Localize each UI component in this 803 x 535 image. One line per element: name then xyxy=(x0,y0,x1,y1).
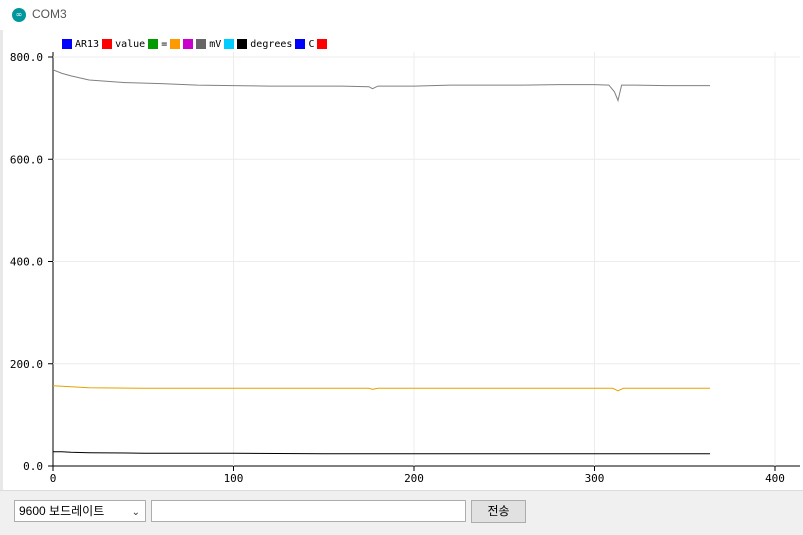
arduino-icon: ∞ xyxy=(12,8,26,22)
plot-legend: AR13 value = mV degrees C xyxy=(62,37,328,51)
x-tick-label: 0 xyxy=(50,472,57,485)
legend-item: = xyxy=(148,39,167,50)
legend-swatch xyxy=(183,39,194,49)
send-input[interactable] xyxy=(151,500,466,522)
window-left-edge xyxy=(0,30,3,490)
legend-label: value xyxy=(115,38,146,50)
legend-swatch xyxy=(102,39,113,49)
series-line-1 xyxy=(52,385,710,392)
legend-swatch xyxy=(237,39,248,49)
data-series xyxy=(52,69,710,455)
y-tick-label: 0.0 xyxy=(23,460,43,473)
grid-lines xyxy=(52,52,800,467)
x-tick-label: 300 xyxy=(585,472,605,485)
legend-label: degrees xyxy=(250,38,293,50)
y-tick-label: 200.0 xyxy=(10,358,43,371)
x-tick-label: 400 xyxy=(765,472,785,485)
series-line-2 xyxy=(53,451,710,455)
legend-swatch xyxy=(196,39,207,49)
legend-swatch xyxy=(62,39,72,49)
x-tick-label: 100 xyxy=(224,472,244,485)
chevron-down-icon: ⌄ xyxy=(131,507,140,518)
title-bar: ∞ COM3 xyxy=(0,0,803,30)
serial-plotter: 0.0 200.0 400.0 600.0 800.0 0 100 200 300 400 xyxy=(10,51,800,485)
legend-item: AR13 xyxy=(62,39,99,50)
send-button[interactable]: 전송 xyxy=(471,500,526,523)
axis-ticks: 0.0 200.0 400.0 600.0 800.0 0 100 200 300 400 xyxy=(10,51,785,485)
serial-bottom-bar: 9600 보드레이트 ⌄ 전송 xyxy=(0,490,803,535)
legend-item xyxy=(170,39,181,49)
legend-swatch xyxy=(295,39,306,49)
baud-rate-select[interactable]: 9600 보드레이트 ⌄ xyxy=(14,500,146,522)
legend-swatch xyxy=(170,39,181,49)
legend-swatch xyxy=(148,39,159,49)
x-tick-label: 200 xyxy=(404,472,424,485)
series-line-0 xyxy=(52,69,710,103)
legend-item xyxy=(224,39,235,49)
y-tick-label: 400.0 xyxy=(10,256,43,269)
legend-label: AR13 xyxy=(75,38,100,50)
y-tick-label: 600.0 xyxy=(10,153,43,166)
legend-label: mV xyxy=(209,38,222,50)
legend-item: value xyxy=(102,39,145,50)
legend-label: C xyxy=(308,38,315,50)
legend-swatch xyxy=(224,39,235,49)
legend-label: = xyxy=(161,38,168,50)
legend-item: mV xyxy=(196,39,221,50)
legend-item: C xyxy=(295,39,314,50)
legend-item: degrees xyxy=(237,39,292,50)
baud-rate-value: 9600 보드레이트 xyxy=(19,504,105,518)
legend-item xyxy=(183,39,194,49)
legend-swatch xyxy=(317,39,328,49)
window-title: COM3 xyxy=(32,7,67,21)
legend-item xyxy=(317,39,328,49)
y-tick-label: 800.0 xyxy=(10,51,43,64)
